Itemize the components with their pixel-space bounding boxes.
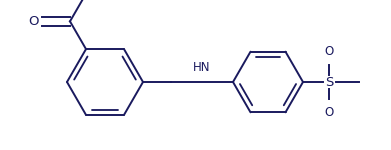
- Text: O: O: [325, 106, 334, 119]
- Text: O: O: [29, 15, 39, 28]
- Text: HN: HN: [193, 61, 211, 74]
- Text: S: S: [325, 75, 333, 88]
- Text: O: O: [325, 45, 334, 58]
